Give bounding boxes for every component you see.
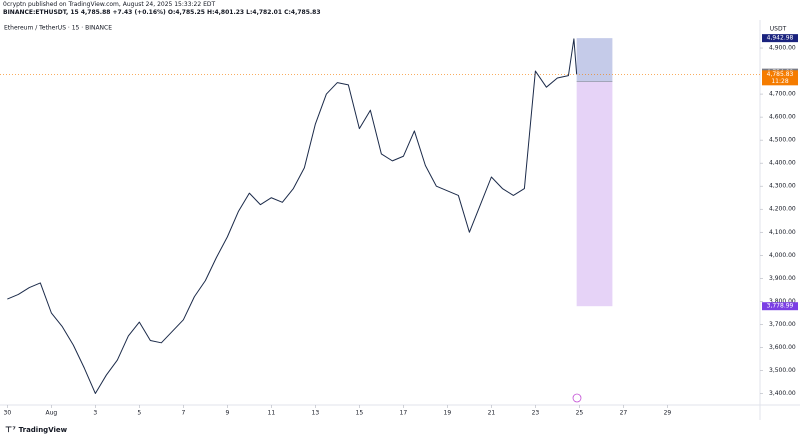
- x-tick-label: 21: [488, 410, 496, 417]
- stop-label: 3,778.99: [767, 303, 794, 310]
- x-tick-label: 27: [620, 410, 628, 417]
- y-tick-label: 3,500.00: [769, 367, 796, 374]
- publisher-line: 0cryptn published on TradingView.com, Au…: [3, 1, 216, 8]
- profit-zone: [576, 38, 613, 82]
- y-tick-label: 4,200.00: [769, 206, 796, 213]
- y-tick-label: 3,600.00: [769, 344, 796, 351]
- x-tick-label: 5: [137, 410, 141, 417]
- y-tick-label: 4,000.00: [769, 252, 796, 259]
- target-label: 4,942.98: [767, 35, 794, 42]
- x-tick-label: 19: [444, 410, 452, 417]
- event-marker: [572, 393, 582, 403]
- y-tick-label: 3,900.00: [769, 275, 796, 282]
- y-tick-label: 3,400.00: [769, 390, 796, 397]
- x-tick-label: 11: [268, 410, 276, 417]
- footer-text: TradingView: [18, 426, 68, 434]
- price-line: [7, 38, 578, 394]
- y-tick-label: 4,300.00: [769, 183, 796, 190]
- x-tick-label: 13: [312, 410, 320, 417]
- loss-zone: [576, 81, 613, 307]
- x-tick-label: 9: [225, 410, 229, 417]
- x-tick-label: 23: [532, 410, 540, 417]
- x-tick-label: Aug: [45, 410, 57, 417]
- last-price-label: 4,785.83: [767, 71, 794, 78]
- y-tick-label: 3,700.00: [769, 321, 796, 328]
- y-tick-label: 4,100.00: [769, 229, 796, 236]
- y-unit: USDT: [770, 26, 787, 33]
- y-tick-label: 4,700.00: [769, 91, 796, 98]
- stop-box: [762, 302, 798, 311]
- chart-title: Ethereum / TetherUS · 15 · BINANCE: [4, 25, 112, 32]
- y-tick-label: 4,400.00: [769, 160, 796, 167]
- last-price-box: [762, 70, 798, 86]
- symbol-line: BINANCE:ETHUSDT, 15 4,785.88 +7.43 (+0.1…: [3, 9, 321, 16]
- x-tick-label: 15: [356, 410, 364, 417]
- x-tick-label: 25: [576, 410, 584, 417]
- countdown: 11:28: [771, 78, 788, 85]
- y-tick-label: 4,600.00: [769, 114, 796, 121]
- footer-logo: ⊤⁷ TradingView: [5, 425, 68, 434]
- x-tick-label: 17: [400, 410, 408, 417]
- x-tick-label: 3: [93, 410, 97, 417]
- y-tick-label: 3,800.00: [769, 298, 796, 305]
- x-tick-label: 29: [664, 410, 672, 417]
- x-tick-label: 7: [181, 410, 185, 417]
- y-tick-label: 4,500.00: [769, 137, 796, 144]
- x-tick-label: 30: [4, 410, 12, 417]
- target-box: [762, 34, 798, 43]
- y-tick-label: 4,900.00: [769, 45, 796, 52]
